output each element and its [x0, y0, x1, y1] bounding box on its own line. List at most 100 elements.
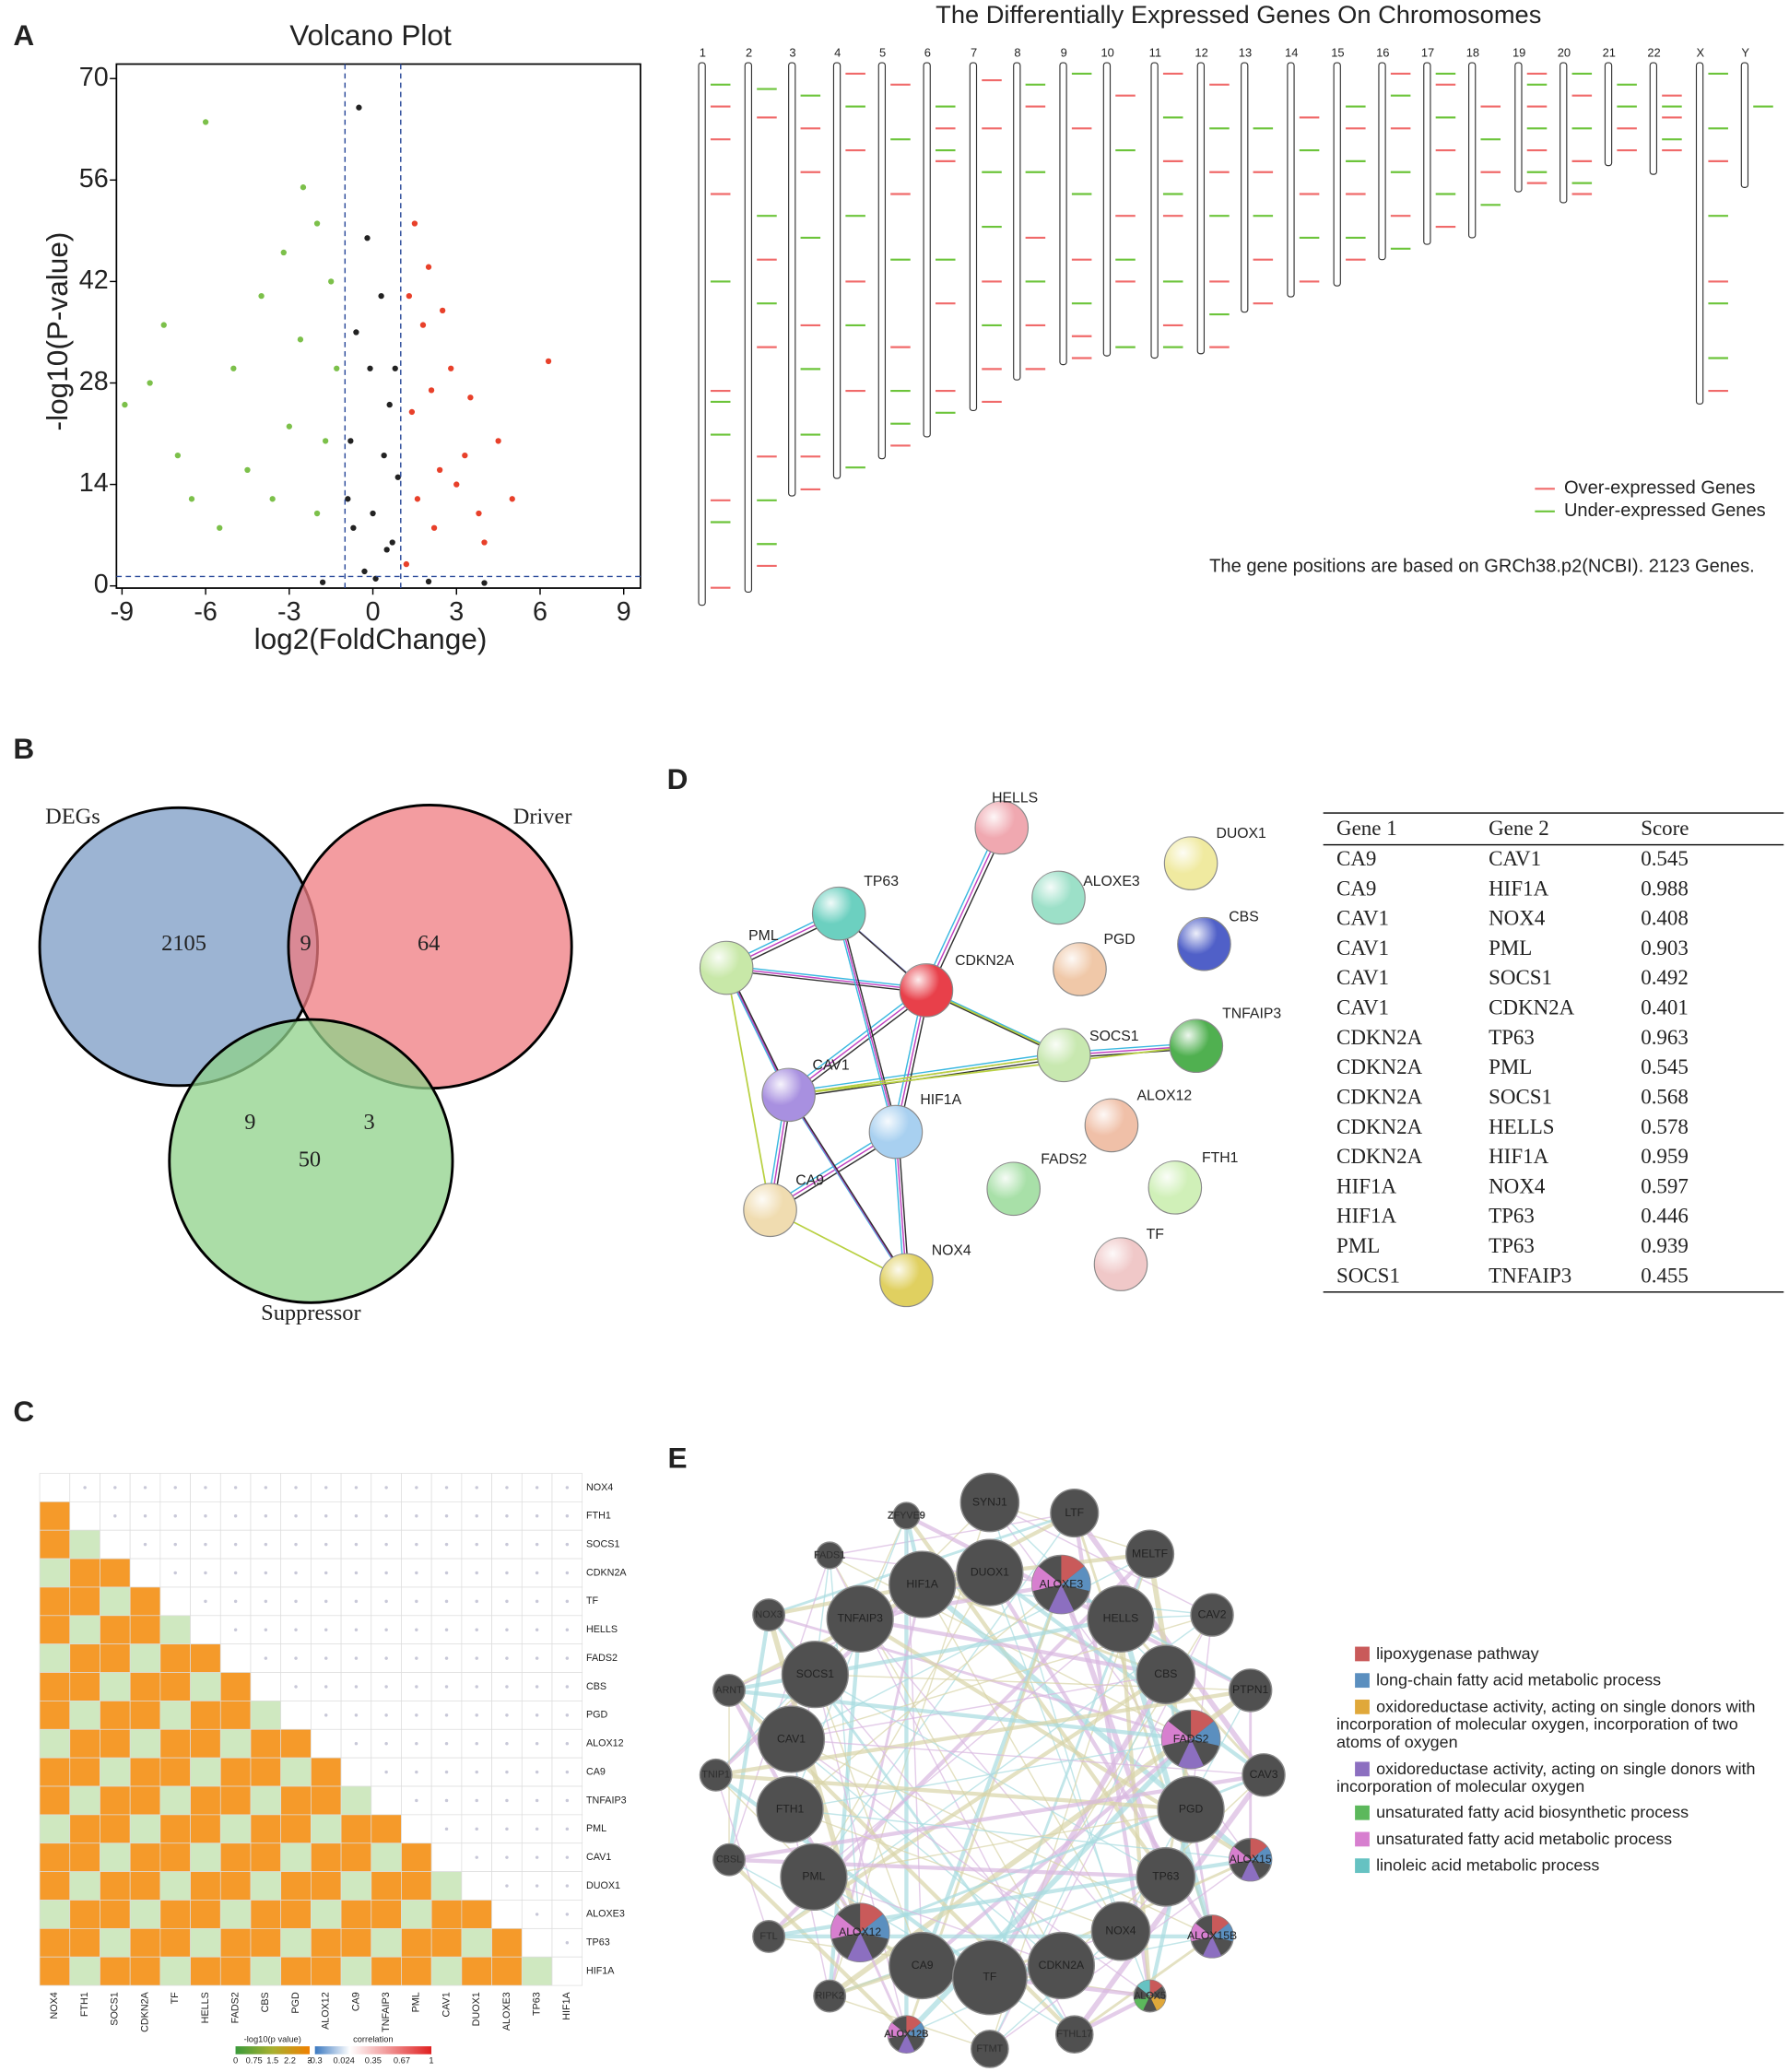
node-label: PML: [748, 928, 779, 944]
heatmap-cell: [39, 1558, 71, 1588]
legend-tick-label: 0.75: [246, 2055, 263, 2065]
point: [425, 264, 432, 270]
heatmap-cell: [190, 1814, 221, 1844]
heatmap-cell: [100, 1615, 131, 1645]
heatmap-cell: [69, 1842, 100, 1872]
x-tick-label: -9: [111, 597, 135, 627]
table-cell: CDKN2A: [1489, 996, 1575, 1019]
heatmap-cell: [39, 1701, 71, 1730]
heatmap-dot: [565, 1599, 570, 1604]
legend-title: -log10(p value): [244, 2034, 301, 2043]
y-tick-label: 14: [79, 468, 109, 498]
point: [481, 580, 488, 586]
heatmap-dot: [565, 1542, 570, 1547]
chromosome: [1695, 62, 1704, 405]
legend-bar: [235, 2046, 310, 2054]
node-label: TNIP1: [701, 1770, 729, 1781]
point: [425, 578, 432, 585]
venn-count: 50: [299, 1147, 321, 1171]
ppi-node-shine: [1085, 1099, 1138, 1152]
network-node: [1242, 1753, 1286, 1797]
ppi-node-shine: [1053, 942, 1107, 996]
heatmap-dot: [535, 1913, 539, 1916]
table-cell: HIF1A: [1489, 1145, 1548, 1168]
heatmap-dot: [294, 1514, 298, 1518]
x-tick-label: -6: [194, 597, 218, 627]
ppi-edge: [785, 987, 924, 1093]
node-slice: [898, 2034, 915, 2054]
heatmap-cell: [430, 1785, 463, 1816]
ppi-edge: [928, 830, 1006, 994]
heatmap-dot: [113, 1486, 117, 1489]
legend-tick-label: 3: [307, 2055, 312, 2065]
venn-count: 3: [363, 1110, 374, 1135]
heatmap-cell: [100, 1757, 131, 1787]
heatmap-dot: [354, 1628, 359, 1631]
point: [545, 358, 552, 365]
point: [244, 466, 251, 474]
heatmap-cell: [280, 1701, 312, 1730]
row-label: CBS: [586, 1681, 606, 1692]
ppi-edge: [724, 964, 924, 989]
point: [286, 423, 292, 430]
node-label: CDKN2A: [955, 953, 1014, 969]
column-label: ALOXE3: [501, 1992, 512, 2031]
heatmap-cell: [250, 1956, 282, 1986]
heatmap-dot: [444, 1628, 449, 1631]
table-cell: CAV1: [1336, 936, 1389, 959]
chromosome: [1740, 62, 1749, 188]
x-tick-label: 9: [617, 597, 631, 627]
ppi-edge: [788, 1044, 1196, 1096]
node-label: CBS: [1154, 1667, 1177, 1680]
table-cell: CAV1: [1489, 847, 1541, 870]
heatmap-cell: [69, 1927, 100, 1958]
table-cell: 0.988: [1641, 877, 1689, 900]
chromosome: [1333, 62, 1341, 287]
heatmap-dot: [354, 1599, 359, 1604]
node-label: HELLS: [1103, 1612, 1139, 1625]
ppi-edge: [835, 911, 894, 1130]
node-label: ALOX12: [839, 1925, 881, 1938]
heatmap-cell: [491, 1956, 523, 1986]
heatmap-cell: [190, 1842, 221, 1872]
heatmap-dot: [354, 1713, 359, 1717]
legend-label: long-chain fatty acid metabolic process: [1376, 1671, 1661, 1689]
heatmap-dot: [324, 1599, 328, 1604]
ppi-node-shine: [812, 887, 865, 940]
table-cell: SOCS1: [1489, 966, 1552, 989]
table-cell: CDKN2A: [1336, 1145, 1423, 1168]
point: [495, 438, 501, 444]
network-node: [781, 1641, 849, 1709]
heatmap-dot: [324, 1514, 328, 1518]
point: [436, 466, 443, 474]
node-slice: [860, 1913, 889, 1939]
heatmap-dot: [535, 1798, 539, 1803]
node-label: CA9: [912, 1959, 934, 1972]
point: [467, 394, 474, 401]
network-edge: [987, 1673, 1169, 1979]
heatmap-cell: [129, 1785, 161, 1816]
column-label: PGD: [290, 1992, 301, 2014]
heatmap-dot: [535, 1599, 539, 1604]
heatmap-dot: [264, 1542, 268, 1547]
ppi-edge: [785, 1052, 1062, 1093]
heatmap-dot: [204, 1514, 207, 1518]
legend-tick-label: 0: [233, 2055, 238, 2065]
heatmap-cell: [340, 1927, 372, 1958]
legend-swatch: [1355, 1699, 1370, 1714]
legend-bar: [314, 2046, 432, 2054]
legend-swatch: [1355, 1858, 1370, 1874]
table-cell: PML: [1336, 1234, 1380, 1257]
node-label: TF: [1147, 1227, 1165, 1242]
heatmap-cell: [69, 1501, 100, 1531]
heatmap-dot: [384, 1486, 388, 1489]
node-slice: [1048, 1584, 1075, 1614]
heatmap-dot: [294, 1656, 298, 1660]
set-label: Suppressor: [261, 1301, 360, 1325]
heatmap-cell: [69, 1757, 100, 1787]
ppi-edge: [788, 1094, 908, 1281]
point: [280, 249, 287, 256]
heatmap-dot: [535, 1741, 539, 1746]
ppi-node-shine: [1037, 1029, 1090, 1082]
